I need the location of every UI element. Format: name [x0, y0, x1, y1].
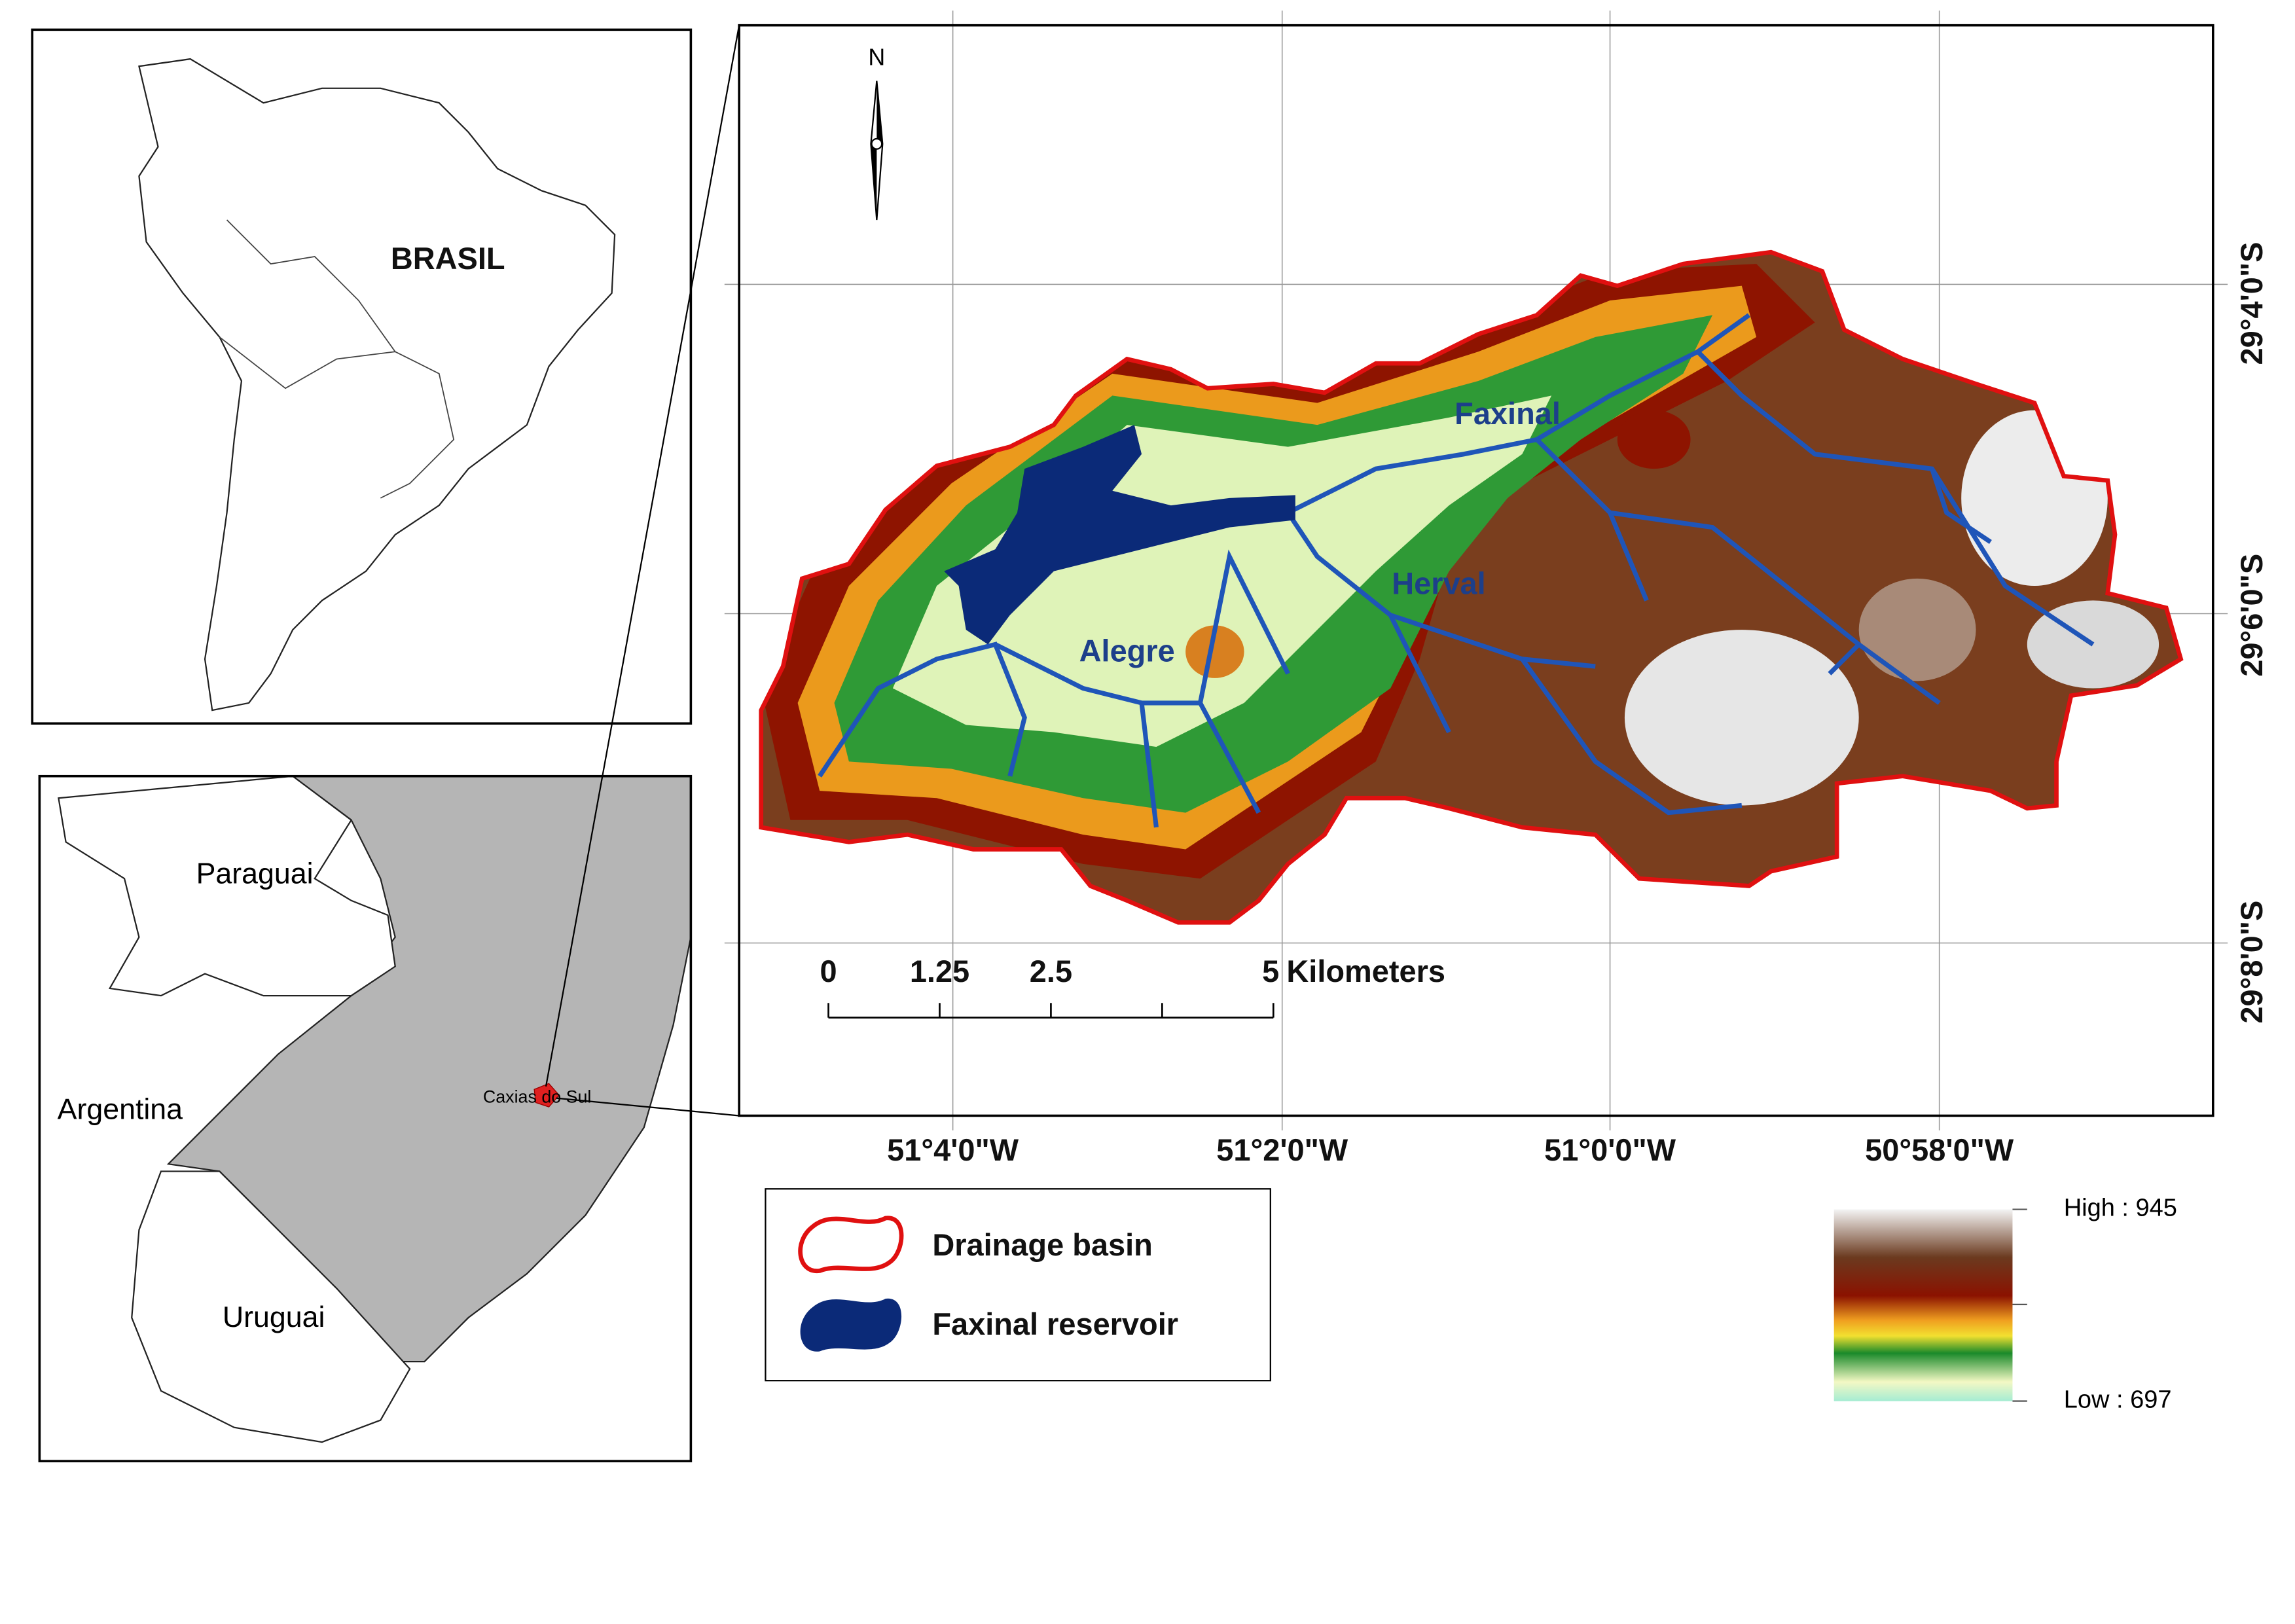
- inset-frame: [31, 28, 693, 725]
- north-arrow: [871, 143, 877, 221]
- continent-outline: [138, 58, 616, 712]
- place-label: Alegre: [1079, 633, 1175, 668]
- north-label: N: [868, 45, 885, 71]
- ramp-label: Low : 697: [2064, 1386, 2172, 1414]
- map-frame: [738, 24, 2214, 1117]
- place-label: Faxinal: [1455, 396, 1561, 431]
- stream: [1286, 511, 1451, 734]
- latitude-label: 29°4'0"S: [2234, 242, 2269, 365]
- border-line: [226, 219, 455, 499]
- longitude-label: 51°0'0"W: [1544, 1132, 1676, 1167]
- connector-line: [556, 1097, 740, 1117]
- legend-label: Drainage basin: [932, 1227, 1153, 1262]
- reservoir: [944, 425, 1295, 645]
- place-label: Herval: [1392, 566, 1486, 600]
- stream: [994, 642, 1159, 828]
- stream: [1610, 510, 1941, 705]
- scale-bar: Kilometers 0 1.25 2.5 5: [820, 954, 1445, 1019]
- streams: [818, 313, 2095, 828]
- country-label: Uruguai: [223, 1301, 325, 1333]
- latitude-label: 29°6'0"S: [2234, 554, 2269, 677]
- scale-tick-label: 2.5: [1030, 954, 1072, 988]
- legend-symbol: [800, 1298, 902, 1352]
- legend-label: Faxinal reservoir: [932, 1307, 1178, 1341]
- country-label: Paraguai: [196, 858, 314, 890]
- scale-tick-label: 0: [820, 954, 837, 988]
- longitude-label: 50°58'0"W: [1865, 1132, 2014, 1167]
- scale-tick-label: 5: [1262, 954, 1279, 988]
- latitude-label: 29°8'0"S: [2234, 901, 2269, 1024]
- north-arrow: [871, 137, 883, 150]
- scale-tick-label: 1.25: [910, 954, 969, 988]
- elevation-band: [892, 395, 1552, 747]
- stream: [1828, 642, 1861, 676]
- stream: [1930, 468, 1992, 544]
- stream: [1696, 350, 2095, 647]
- country-label: Argentina: [58, 1094, 183, 1126]
- stream: [818, 641, 1027, 778]
- country-label: BRASIL: [391, 241, 505, 276]
- border-line: [219, 336, 395, 389]
- paraguai-outline: [58, 775, 396, 997]
- ramp-label: High : 945: [2064, 1195, 2177, 1222]
- elevation-ramp: [1834, 1209, 2013, 1401]
- scale-unit: Kilometers: [1286, 954, 1445, 988]
- elevation-band: [1858, 578, 1976, 681]
- city-label: Caxias do Sul: [483, 1087, 592, 1107]
- longitude-label: 51°4'0"W: [887, 1132, 1019, 1167]
- north-arrow: [876, 81, 883, 144]
- stream: [1522, 657, 1596, 669]
- inset-frame: [38, 774, 693, 1462]
- stream: [1197, 549, 1290, 704]
- stream: [1390, 613, 1743, 816]
- connector-line: [545, 25, 740, 1087]
- elevation-band: [1185, 625, 1244, 678]
- elevation-band: [1624, 630, 1859, 806]
- legend-symbol: [798, 1216, 904, 1273]
- longitude-label: 51°2'0"W: [1216, 1132, 1348, 1167]
- elevation-band: [1617, 410, 1691, 469]
- uruguai-outline: [131, 1170, 411, 1443]
